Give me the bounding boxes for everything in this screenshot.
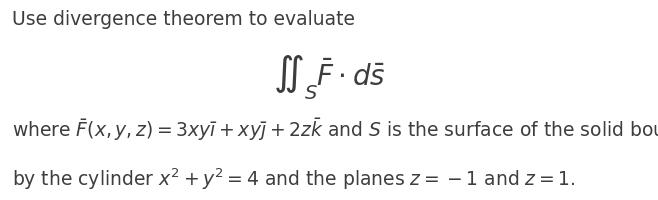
Text: by the cylinder $x^2 + y^2 = 4$ and the planes $z = -1$ and $z = 1$.: by the cylinder $x^2 + y^2 = 4$ and the … bbox=[12, 166, 576, 192]
Text: Use divergence theorem to evaluate: Use divergence theorem to evaluate bbox=[12, 10, 355, 29]
Text: where $\bar{F}(x, y, z) = 3xy\bar{\imath} + xy\bar{\jmath} + 2z\bar{k}$ and $S$ : where $\bar{F}(x, y, z) = 3xy\bar{\imath… bbox=[12, 116, 658, 143]
Text: $\iint_S \bar{F} \cdot d\bar{s}$: $\iint_S \bar{F} \cdot d\bar{s}$ bbox=[272, 54, 386, 102]
